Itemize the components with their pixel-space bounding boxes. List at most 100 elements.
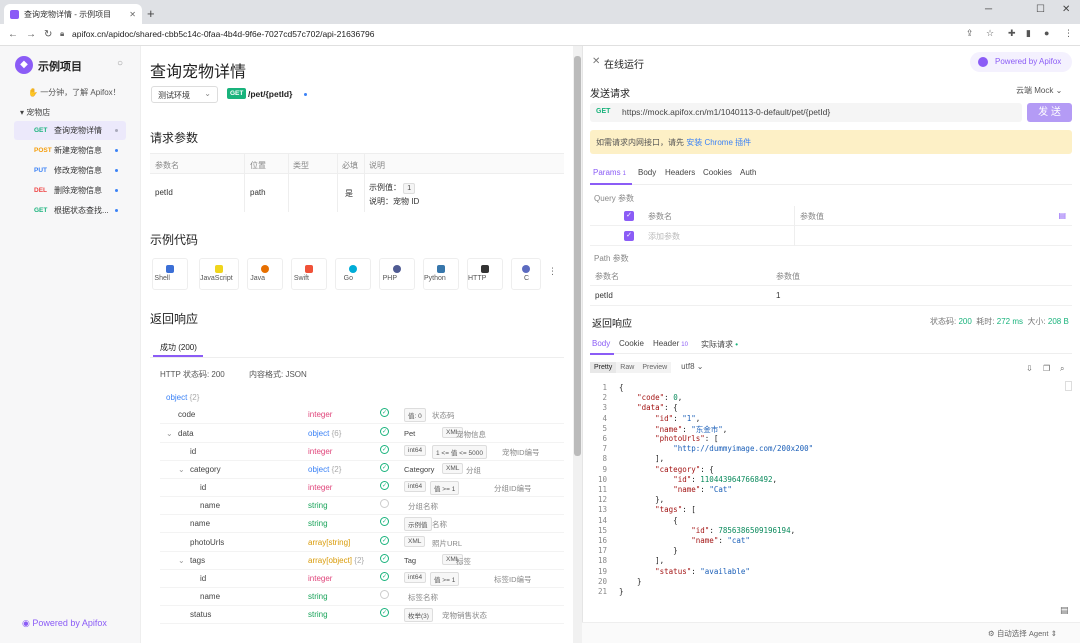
expand-caret-icon[interactable]: ⌄: [178, 465, 185, 474]
profile-icon[interactable]: ●: [1044, 28, 1050, 38]
field-type-value: integer: [308, 447, 333, 456]
maximize-button[interactable]: ☐: [1036, 4, 1045, 15]
forward-icon[interactable]: →: [26, 29, 36, 40]
apifox-icon: [978, 57, 988, 67]
code-line: "category": {: [655, 464, 714, 474]
path-param-row: petId 1: [590, 286, 1072, 306]
agent-select[interactable]: ⚙ 自动选择 Agent ⇕: [988, 628, 1057, 639]
more-languages-icon[interactable]: ⋮: [548, 266, 557, 276]
select-all-checkbox[interactable]: ✓: [624, 211, 634, 221]
sidebar-item-find-by-status[interactable]: GET 根据状态查找...: [14, 201, 126, 220]
sidebar-item-put-pet[interactable]: PUT 修改宠物信息: [14, 161, 126, 180]
field-name: photoUrls: [190, 538, 225, 547]
browser-tab[interactable]: 查询宠物详情 - 示例项目 ✕: [4, 4, 142, 24]
code-line: "name": "Cat": [673, 485, 732, 494]
tab-success-200[interactable]: 成功 (200): [160, 343, 197, 352]
copy-icon[interactable]: ❐: [1043, 364, 1051, 373]
line-number: 9: [602, 464, 607, 474]
lang-shell[interactable]: Shell: [152, 258, 188, 290]
field-type: string: [308, 519, 328, 528]
scrollbar-thumb[interactable]: [574, 56, 581, 456]
url-input[interactable]: apifox.cn/apidoc/shared-cbb5c14c-0faa-4b…: [72, 29, 375, 39]
field-type: object {6}: [308, 429, 341, 438]
expand-caret-icon[interactable]: ⌄: [178, 556, 185, 565]
add-param-input[interactable]: 添加参数: [648, 232, 680, 241]
mock-select[interactable]: 云端 Mock ⌄: [1016, 85, 1062, 96]
tab-actual-request[interactable]: 实际请求 •: [701, 339, 738, 350]
param-location: path: [250, 188, 266, 197]
search-icon[interactable]: ○: [117, 58, 124, 69]
lang-swift[interactable]: Swift: [291, 258, 327, 290]
code-line: },: [619, 495, 665, 505]
path-header-row: 参数名 参数值: [590, 266, 1072, 286]
tab-body[interactable]: Body: [638, 168, 657, 177]
download-icon[interactable]: ⇩: [1026, 364, 1033, 373]
response-heading: 返回响应: [592, 319, 632, 330]
tab-auth[interactable]: Auth: [740, 168, 757, 177]
browser-tab-title: 查询宠物详情 - 示例项目: [24, 9, 112, 19]
tab-resp-header[interactable]: Header 10: [653, 339, 688, 348]
install-plugin-link[interactable]: 安装 Chrome 插件: [686, 138, 752, 147]
bulk-edit-icon[interactable]: ▤: [1058, 211, 1066, 220]
folder-petstore[interactable]: ▾ 宠物店: [20, 107, 50, 118]
code-line: "tags": [: [655, 505, 696, 515]
code-scroll-marker: [1065, 381, 1072, 391]
lang-python[interactable]: Python: [423, 258, 459, 290]
tab-resp-body[interactable]: Body: [592, 339, 611, 348]
field-name: data: [178, 429, 194, 438]
sidepanel-icon[interactable]: ▮: [1026, 28, 1031, 38]
search-icon[interactable]: ⌕: [1060, 364, 1065, 373]
format-raw[interactable]: Raw: [616, 362, 639, 373]
request-url-bar[interactable]: GET https://mock.apifox.cn/m1/1040113-0-…: [590, 103, 1022, 122]
field-type-value: array[object]: [308, 556, 353, 565]
tab-resp-cookie[interactable]: Cookie: [619, 339, 644, 348]
send-button[interactable]: 发 送: [1027, 103, 1072, 122]
lang-label: Java: [250, 275, 265, 282]
path-param-value[interactable]: 1: [776, 291, 781, 300]
method-badge: GET: [227, 88, 247, 99]
lang-javascript[interactable]: JavaScript: [199, 258, 239, 290]
field-tag: int64: [404, 481, 427, 492]
field-type: integer: [308, 574, 332, 583]
menu-icon[interactable]: ⋮: [1064, 28, 1073, 38]
encoding-select[interactable]: utf8 ⌄: [681, 362, 704, 371]
doc-scrollbar[interactable]: [573, 46, 582, 643]
sidebar-item-get-pet[interactable]: GET 查询宠物详情: [14, 121, 126, 140]
tab-headers[interactable]: Headers: [665, 168, 696, 177]
lang-go[interactable]: Go: [335, 258, 371, 290]
format-pretty[interactable]: Pretty: [590, 362, 617, 373]
request-url-input[interactable]: https://mock.apifox.cn/m1/1040113-0-defa…: [622, 107, 831, 117]
lang-php[interactable]: PHP: [379, 258, 415, 290]
tab-close-icon[interactable]: ✕: [129, 9, 136, 19]
code-panel-icon[interactable]: ▤: [1060, 605, 1069, 615]
new-tab-button[interactable]: +: [147, 6, 155, 21]
minimize-button[interactable]: ─: [985, 4, 993, 15]
format-preview[interactable]: Preview: [638, 362, 672, 373]
environment-select[interactable]: 测试环境 ⌄: [151, 86, 218, 103]
back-icon[interactable]: ←: [8, 29, 18, 40]
line-number: 11: [597, 485, 607, 494]
bookmark-star-icon[interactable]: ☆: [986, 28, 995, 38]
param-desc: 说明：宠物 ID: [369, 197, 420, 206]
field-desc: 分组: [466, 466, 481, 475]
lang-http[interactable]: HTTP: [467, 258, 503, 290]
lock-icon[interactable]: 🔒︎: [60, 29, 65, 38]
powered-by-link[interactable]: ◉ Powered by Apifox: [22, 618, 107, 629]
sidebar-item-post-pet[interactable]: POST 新建宠物信息: [14, 141, 126, 160]
tab-params[interactable]: Params 1: [593, 168, 626, 177]
reload-icon[interactable]: ↻: [44, 29, 53, 40]
extensions-icon[interactable]: ✚: [1008, 28, 1016, 38]
powered-by-badge[interactable]: Powered by Apifox: [970, 52, 1072, 72]
close-icon[interactable]: ✕: [592, 56, 601, 67]
tab-cookies[interactable]: Cookies: [703, 168, 732, 177]
expand-caret-icon[interactable]: ⌄: [166, 429, 173, 438]
close-window-button[interactable]: ✕: [1062, 4, 1071, 15]
lang-c[interactable]: C: [511, 258, 541, 290]
lang-java[interactable]: Java: [247, 258, 283, 290]
row-checkbox[interactable]: ✓: [624, 231, 634, 241]
share-icon[interactable]: ⇪: [966, 28, 974, 38]
status-dot-icon: [115, 169, 118, 172]
sidebar-item-delete-pet[interactable]: DEL 删除宠物信息: [14, 181, 126, 200]
field-type: object {2}: [308, 465, 341, 474]
intro-link[interactable]: ✋ 一分钟，了解 Apifox！: [28, 87, 121, 98]
